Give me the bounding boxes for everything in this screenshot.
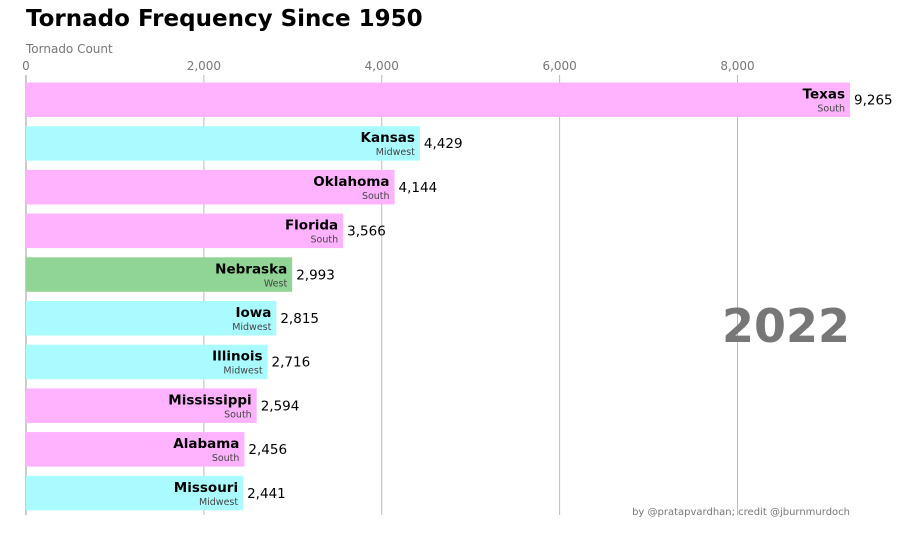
year-label: 2022	[722, 299, 850, 353]
bar-group-label: Midwest	[376, 147, 415, 158]
bar-value-label: 9,265	[854, 93, 893, 109]
bars: TexasSouth9,265KansasMidwest4,429Oklahom…	[26, 82, 893, 511]
x-tick-label: 2,000	[187, 59, 221, 73]
bar-name-label: Nebraska	[215, 261, 287, 277]
bar-group-label: Midwest	[223, 366, 262, 377]
x-tick-label: 8,000	[720, 59, 754, 73]
bar-value-label: 2,594	[261, 398, 300, 414]
bar-name-label: Oklahoma	[313, 174, 389, 190]
bar-value-label: 2,716	[272, 355, 311, 371]
x-tick-label: 6,000	[542, 59, 576, 73]
bar-group-label: Midwest	[199, 497, 238, 508]
bar-value-label: 2,993	[296, 267, 335, 283]
x-tick-label: 0	[22, 59, 30, 73]
bar-group-label: South	[224, 409, 252, 420]
bar	[26, 432, 245, 467]
chart-title: Tornado Frequency Since 1950	[26, 6, 423, 32]
bar-value-label: 3,566	[347, 224, 386, 240]
bar-group-label: South	[311, 235, 339, 246]
bar-name-label: Texas	[803, 87, 845, 103]
bar-name-label: Iowa	[235, 305, 271, 321]
bar	[26, 301, 277, 336]
bar-name-label: Kansas	[361, 130, 415, 146]
bar-name-label: Missouri	[174, 480, 238, 496]
bar	[26, 213, 344, 249]
bar-value-label: 2,441	[247, 486, 286, 502]
bar-name-label: Alabama	[173, 436, 239, 452]
credit-text: by @pratapvardhan; credit @jburnmurdoch	[632, 507, 850, 518]
bar-group-label: South	[362, 191, 390, 202]
bar	[26, 126, 420, 161]
bar	[26, 388, 257, 423]
bar	[26, 475, 244, 511]
x-axis-ticks: 0 2,000 4,000 6,000 8,000	[22, 59, 754, 73]
bar-value-label: 2,456	[248, 442, 287, 458]
bar-group-label: West	[264, 278, 288, 289]
bar	[26, 257, 293, 292]
x-axis-label: Tornado Count	[25, 42, 113, 56]
bar-value-label: 4,429	[424, 136, 463, 152]
bar-name-label: Florida	[285, 218, 338, 234]
x-tick-label: 4,000	[365, 59, 399, 73]
bar-name-label: Illinois	[212, 349, 262, 365]
bar	[26, 169, 395, 205]
bar-group-label: Midwest	[232, 322, 271, 333]
bar	[26, 344, 268, 380]
bar-name-label: Mississippi	[168, 392, 251, 408]
bar	[26, 82, 850, 117]
bar-group-label: South	[212, 453, 240, 464]
bar-value-label: 4,144	[399, 180, 438, 196]
bar-group-label: South	[817, 104, 845, 115]
bar-value-label: 2,815	[280, 311, 319, 327]
